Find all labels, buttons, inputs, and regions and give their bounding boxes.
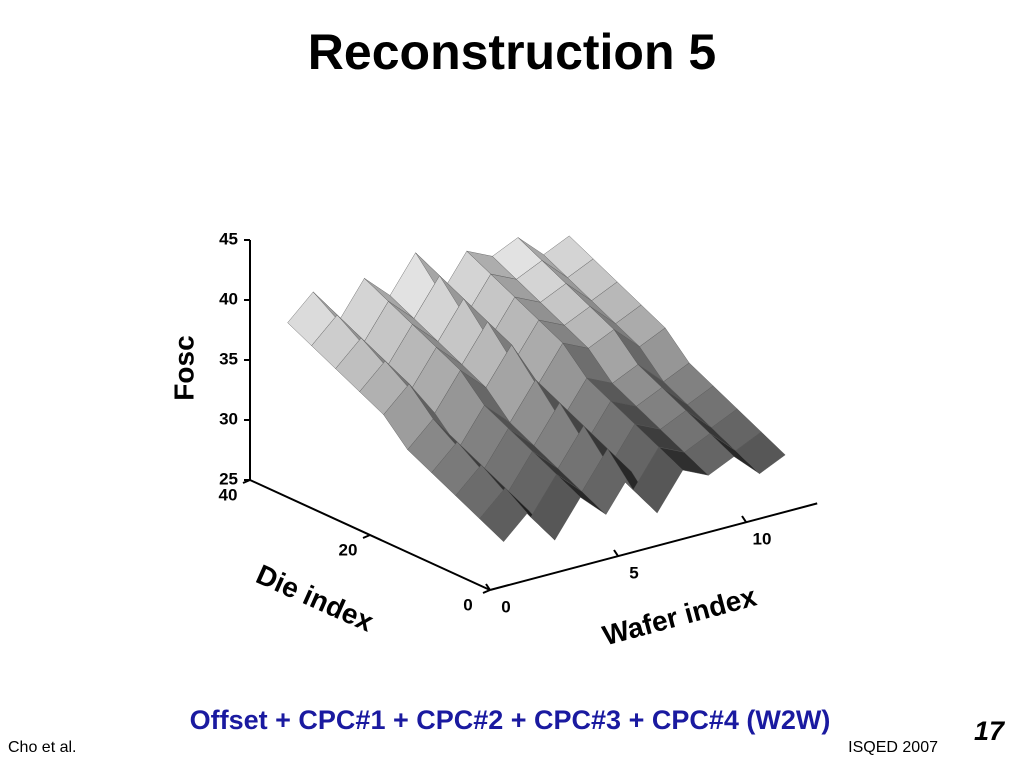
y-tick-label: 40 bbox=[219, 485, 238, 504]
x-tick bbox=[741, 515, 747, 523]
surface-plot: 25 30 35 40 45 0 20 40 0 5 10 bbox=[219, 229, 818, 616]
z-tick-label: 25 bbox=[219, 469, 238, 488]
page-number: 17 bbox=[974, 716, 1006, 746]
footer-left: Cho et al. bbox=[8, 739, 76, 756]
y-tick-label: 20 bbox=[339, 540, 358, 559]
z-tick-label: 30 bbox=[219, 409, 238, 428]
z-tick-label: 35 bbox=[219, 349, 238, 368]
x-tick bbox=[485, 583, 491, 591]
y-tick bbox=[242, 479, 251, 484]
y-tick-label: 0 bbox=[463, 595, 472, 614]
surface-patch bbox=[735, 431, 786, 474]
footer-right: ISQED 2007 bbox=[848, 739, 938, 756]
x-tick-label: 5 bbox=[629, 563, 638, 582]
x-tick-label: 10 bbox=[753, 529, 772, 548]
x-axis bbox=[489, 502, 818, 591]
y-tick bbox=[362, 534, 371, 539]
z-tick-label: 45 bbox=[219, 229, 238, 248]
slide-title: Reconstruction 5 bbox=[308, 24, 716, 80]
x-tick-label: 0 bbox=[501, 597, 510, 616]
z-tick-label: 40 bbox=[219, 289, 238, 308]
caption: Offset + CPC#1 + CPC#2 + CPC#3 + CPC#4 (… bbox=[190, 705, 831, 735]
z-axis-label: Fosc bbox=[168, 335, 199, 400]
y-tick bbox=[482, 589, 491, 594]
x-tick bbox=[613, 549, 619, 557]
